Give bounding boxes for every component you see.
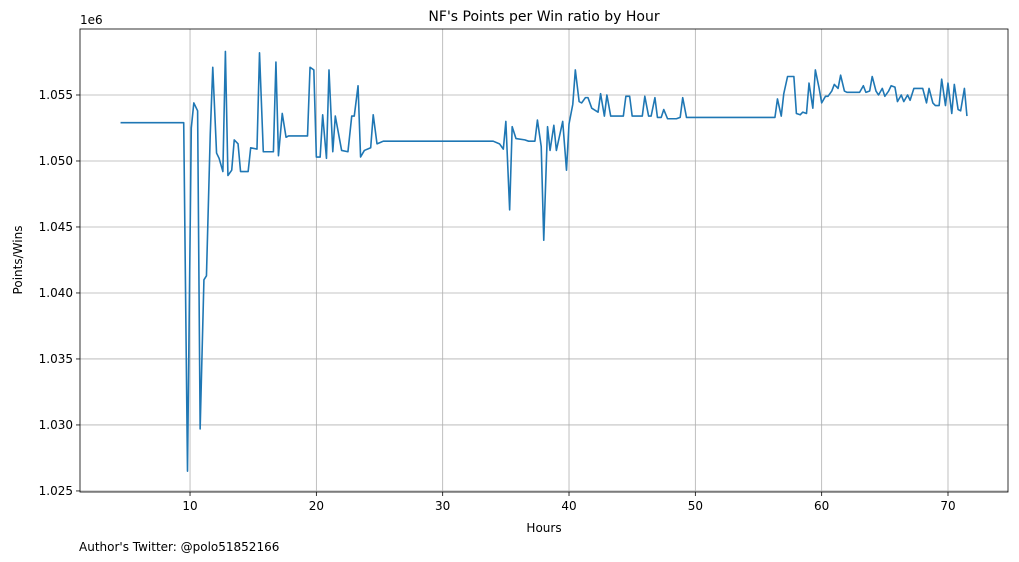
- x-tick-label: 30: [435, 499, 450, 513]
- x-tick-label: 60: [814, 499, 829, 513]
- grid: [80, 29, 1008, 492]
- y-tick-label: 1.035: [39, 352, 73, 366]
- y-tick-label: 1.050: [39, 154, 73, 168]
- y-tick-label: 1.045: [39, 220, 73, 234]
- y-axis-label: Points/Wins: [11, 226, 25, 295]
- x-tick-label: 70: [940, 499, 955, 513]
- chart-title: NF's Points per Win ratio by Hour: [428, 9, 659, 25]
- axes-frame: [79, 28, 1009, 493]
- x-tick-label: 50: [688, 499, 703, 513]
- plot: [120, 50, 968, 472]
- y-tick-label: 1.040: [39, 286, 73, 300]
- data-line: [120, 50, 968, 472]
- x-axis-label: Hours: [526, 521, 561, 535]
- y-tick-label: 1.055: [39, 88, 73, 102]
- x-tick-label: 20: [309, 499, 324, 513]
- x-tick-label: 40: [561, 499, 576, 513]
- y-offset-label: 1e6: [80, 13, 103, 27]
- footnote: Author's Twitter: @polo51852166: [79, 540, 279, 554]
- y-tick-label: 1.030: [39, 418, 73, 432]
- x-tick-label: 10: [182, 499, 197, 513]
- y-tick-label: 1.025: [39, 484, 73, 498]
